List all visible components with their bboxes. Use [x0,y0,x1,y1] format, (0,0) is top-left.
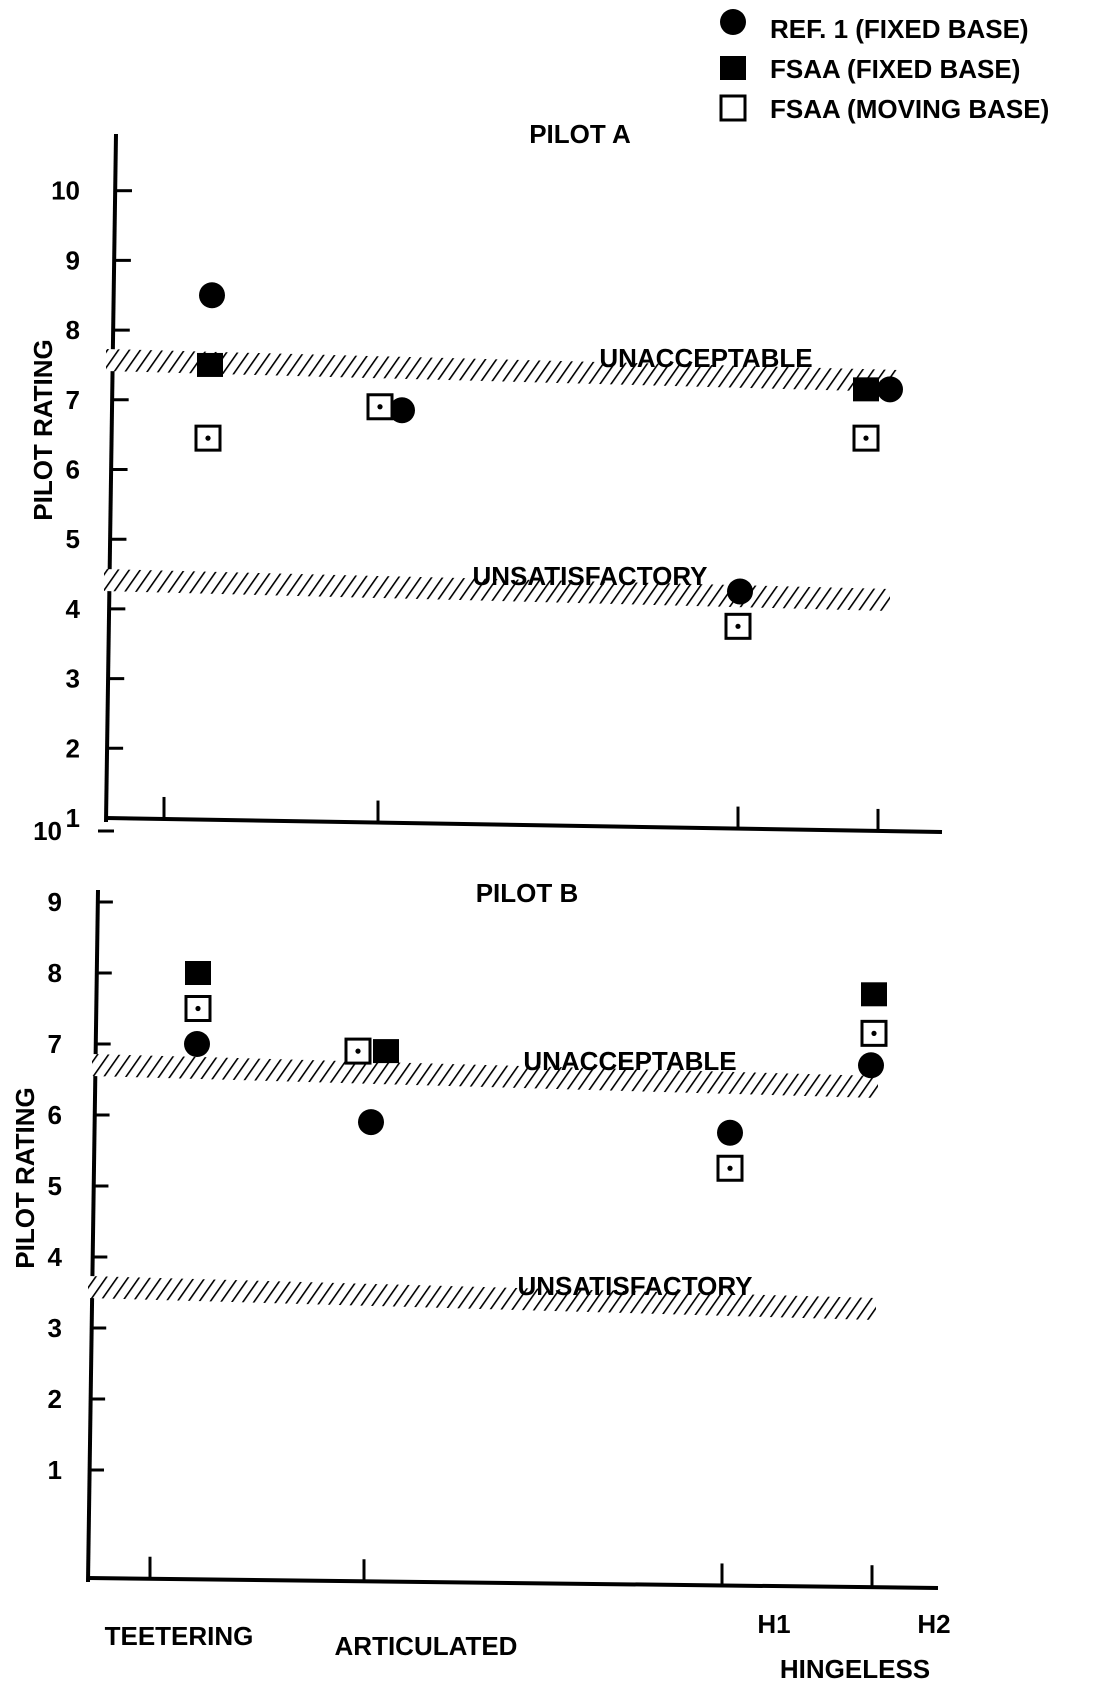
panel-title: PILOT A [529,119,631,149]
y-tick-label: 5 [66,524,80,554]
boundary-bands: UNACCEPTABLE UNSATISFACTORY [104,343,898,611]
legend-open-square-marker [719,94,747,122]
x-label-h1: H1 [757,1609,790,1639]
point-ref1-fixed [717,1119,743,1146]
data-points [194,282,903,640]
x-label-hingeless: HINGELESS [780,1654,930,1684]
boundary-label-1: UNSATISFACTORY [518,1271,753,1301]
point-fsaa-moving-dot [377,404,383,410]
data-points [184,961,888,1182]
point-fsaa-moving-dot [735,623,741,629]
legend: REF. 1 (FIXED BASE) FSAA (FIXED BASE) FS… [719,9,1049,124]
point-ref1-fixed [389,397,415,424]
panel-title: PILOT B [476,878,579,908]
panel-pilot-b: 1 2 3 4 5 6 7 8 9 10 UNACCEPTABLE UNSATISFACTORY P… [10,816,939,1590]
legend-entry-fsaa-fixed: FSAA (FIXED BASE) [770,54,1020,84]
point-fsaa-moving-dot [195,1005,201,1012]
y-tick-label: 7 [48,1029,62,1059]
y-tick-label: 8 [48,958,62,988]
point-fsaa-moving [366,393,394,421]
x-label-teetering: TEETERING [105,1621,254,1651]
y-tick-label: 4 [48,1242,63,1272]
y-tick-label: 2 [48,1384,62,1414]
boundary-label-0: UNACCEPTABLE [599,343,812,373]
y-tick-label: 5 [48,1171,62,1201]
y-tick-label: 1 [66,803,80,833]
y-tick-label: 10 [51,176,80,206]
point-fsaa-fixed [185,961,211,985]
y-ticks: 1 2 3 4 5 6 7 8 9 10 [51,176,132,833]
point-fsaa-moving-dot [871,1030,877,1036]
y-tick-label: 10 [33,816,62,846]
boundary-label-0: UNACCEPTABLE [523,1046,736,1076]
x-axis-line [105,816,943,834]
point-fsaa-fixed [373,1039,399,1064]
y-tick-label: 7 [66,385,80,415]
point-ref1-fixed [858,1052,884,1079]
boundary-band-1 [88,1276,876,1320]
x-ticks [148,1556,874,1588]
x-label-h2: H2 [917,1609,950,1639]
point-fsaa-moving [860,1019,888,1047]
boundary-band-0 [106,349,898,392]
legend-entry-fsaa-moving: FSAA (MOVING BASE) [770,94,1049,124]
y-ticks: 1 2 3 4 5 6 7 8 9 10 [33,816,114,1485]
y-axis-line [86,889,100,1583]
y-tick-label: 6 [66,455,80,485]
y-tick-label: 9 [48,887,62,917]
point-ref1-fixed [727,578,753,605]
y-tick-label: 9 [66,245,80,275]
y-tick-label: 3 [48,1313,62,1343]
point-ref1-fixed [358,1109,384,1136]
x-ticks [162,796,880,831]
point-fsaa-moving-dot [355,1048,361,1054]
y-tick-label: 6 [48,1100,62,1130]
y-tick-label: 1 [48,1455,62,1485]
boundary-bands: UNACCEPTABLE UNSATISFACTORY [88,1046,878,1320]
y-axis-label: PILOT RATING [28,339,58,521]
boundary-band-0 [92,1054,878,1098]
legend-filled-square-marker [720,56,746,80]
legend-filled-circle-marker [720,9,746,35]
panel-pilot-a: 1 2 3 4 5 6 7 8 9 10 UNACCEPTABLE UNSATISFACTORY P… [28,119,943,834]
point-fsaa-moving-dot [727,1165,733,1171]
point-fsaa-moving-dot [863,435,869,441]
y-tick-label: 4 [66,594,81,624]
point-fsaa-fixed [197,352,223,377]
point-ref1-fixed [184,1031,210,1057]
x-axis-line [87,1576,939,1590]
x-label-articulated: ARTICULATED [335,1631,518,1661]
point-fsaa-fixed [861,982,887,1007]
boundary-band-1 [104,569,890,611]
point-ref1-fixed [877,376,903,403]
y-tick-label: 8 [66,315,80,345]
y-tick-label: 2 [66,733,80,763]
boundary-label-1: UNSATISFACTORY [473,561,708,591]
y-axis-line [104,133,118,823]
y-axis-label: PILOT RATING [10,1087,40,1269]
point-fsaa-fixed [853,377,879,402]
y-tick-label: 3 [66,664,80,694]
point-ref1-fixed [199,282,225,309]
legend-entry-ref1-fixed: REF. 1 (FIXED BASE) [770,14,1029,44]
x-category-labels: TEETERING ARTICULATED H1 H2 HINGELESS [105,1609,951,1684]
point-fsaa-moving-dot [205,435,211,441]
